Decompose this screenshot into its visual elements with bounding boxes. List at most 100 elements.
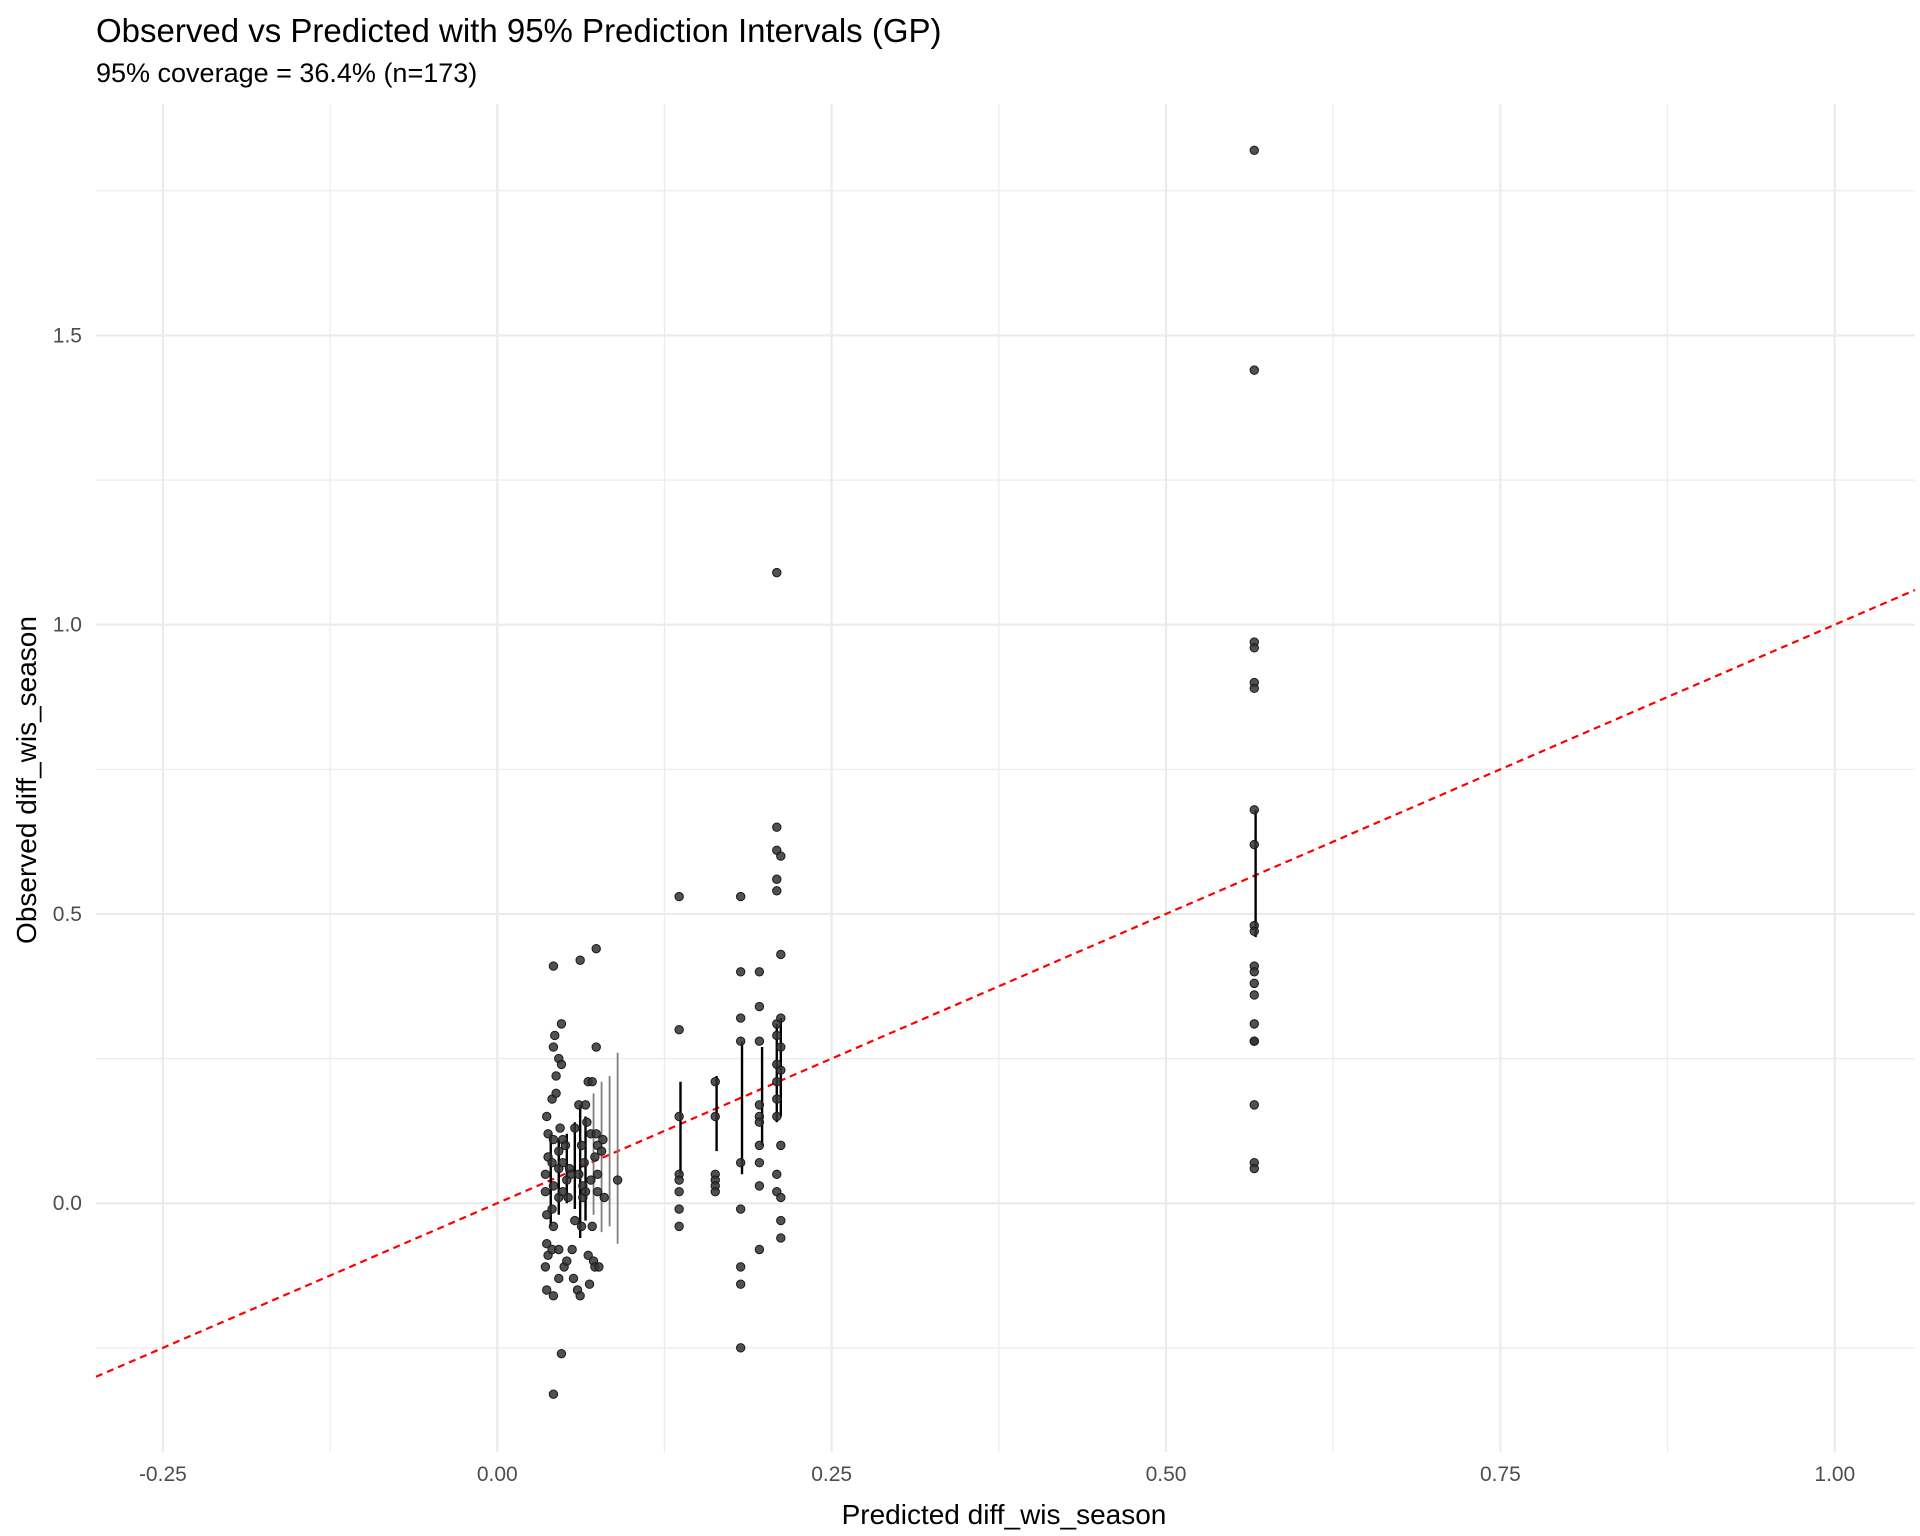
data-point: [772, 1077, 782, 1087]
data-point: [1249, 1163, 1259, 1174]
data-point: [555, 1123, 565, 1133]
x-tick-label: 0.25: [811, 1463, 852, 1486]
data-point: [591, 1042, 601, 1052]
data-point: [735, 891, 746, 902]
data-point: [550, 1030, 560, 1041]
data-point: [772, 1030, 782, 1041]
data-point: [548, 1221, 559, 1232]
y-axis-ticks: 0.0 0.5 1.0 1.5: [53, 324, 82, 1215]
data-point: [548, 961, 559, 971]
data-point: [590, 1152, 600, 1162]
data-point: [542, 1111, 552, 1122]
data-point: [754, 1244, 765, 1255]
data-point: [1249, 990, 1259, 1000]
chart-subtitle: 95% coverage = 36.4% (n=173): [96, 58, 478, 88]
data-point: [674, 1175, 684, 1185]
data-point: [584, 1279, 595, 1289]
data-point: [674, 891, 684, 902]
data-point: [574, 1169, 584, 1180]
data-point: [1249, 839, 1259, 850]
data-point: [674, 1024, 684, 1035]
data-point: [1249, 805, 1259, 815]
data-point: [543, 1129, 553, 1139]
data-point: [754, 967, 765, 977]
x-tick-label: 0.50: [1146, 1463, 1187, 1486]
data-point: [754, 1117, 765, 1127]
data-point: [735, 967, 746, 977]
data-point: [754, 1140, 765, 1151]
data-point: [576, 1140, 587, 1151]
data-point: [735, 1279, 746, 1289]
data-point: [674, 1111, 684, 1122]
data-point: [772, 1111, 782, 1122]
data-point: [754, 1001, 765, 1012]
data-point: [547, 1158, 557, 1168]
data-point: [548, 1134, 559, 1145]
data-point: [776, 851, 786, 861]
identity-reference-line: [95, 588, 1916, 1378]
data-point: [556, 1059, 567, 1070]
data-point: [551, 1088, 561, 1099]
data-point: [772, 822, 782, 832]
y-axis-title: Observed diff_wis_season: [11, 616, 42, 944]
data-point: [567, 1244, 577, 1255]
data-point: [1249, 1100, 1259, 1110]
data-point: [674, 1221, 684, 1232]
data-point: [556, 1019, 567, 1029]
data-point: [554, 1273, 564, 1284]
reference-line-layer: [95, 588, 1916, 1378]
data-point: [554, 1146, 564, 1156]
minor-grid: [96, 104, 1915, 1452]
data-point: [735, 1013, 746, 1023]
data-point: [776, 1215, 786, 1226]
data-point: [612, 1175, 623, 1185]
data-point: [1249, 683, 1259, 694]
data-point: [776, 1042, 786, 1052]
data-point: [587, 1221, 597, 1232]
data-point: [587, 1077, 597, 1087]
data-point: [558, 1186, 568, 1197]
data-point: [547, 1204, 557, 1214]
data-point: [735, 1036, 746, 1046]
data-point: [562, 1256, 572, 1266]
data-point: [563, 1192, 573, 1203]
data-point: [560, 1140, 571, 1151]
data-point: [1249, 967, 1259, 977]
data-point: [558, 1158, 568, 1168]
data-point: [554, 1244, 564, 1255]
data-point: [1249, 145, 1259, 155]
data-point: [551, 1071, 561, 1081]
data-point: [566, 1169, 576, 1180]
data-point: [540, 1262, 551, 1272]
y-tick-label: 0.0: [53, 1192, 82, 1215]
data-point: [1249, 365, 1259, 375]
data-points: [540, 145, 1259, 1399]
data-point: [776, 949, 786, 960]
data-point: [570, 1215, 580, 1226]
data-point: [596, 1146, 607, 1156]
data-point: [735, 1343, 746, 1353]
data-point: [592, 1169, 603, 1180]
data-point: [776, 1013, 786, 1023]
data-point: [540, 1186, 551, 1197]
data-point: [575, 955, 585, 965]
data-point: [754, 1036, 765, 1046]
data-point: [542, 1285, 552, 1295]
data-point: [1249, 926, 1259, 937]
data-point: [1249, 978, 1259, 989]
major-grid: [96, 104, 1915, 1452]
data-point: [735, 1262, 746, 1272]
data-point: [580, 1100, 591, 1110]
data-point: [556, 1348, 567, 1359]
data-point: [594, 1262, 604, 1272]
data-point: [754, 1181, 765, 1191]
data-point: [772, 886, 782, 896]
data-point: [599, 1192, 609, 1203]
data-point: [542, 1239, 552, 1249]
data-point: [1249, 1036, 1259, 1046]
data-point: [548, 1291, 559, 1301]
x-axis-title: Predicted diff_wis_season: [842, 1499, 1167, 1530]
data-point: [575, 1291, 585, 1301]
